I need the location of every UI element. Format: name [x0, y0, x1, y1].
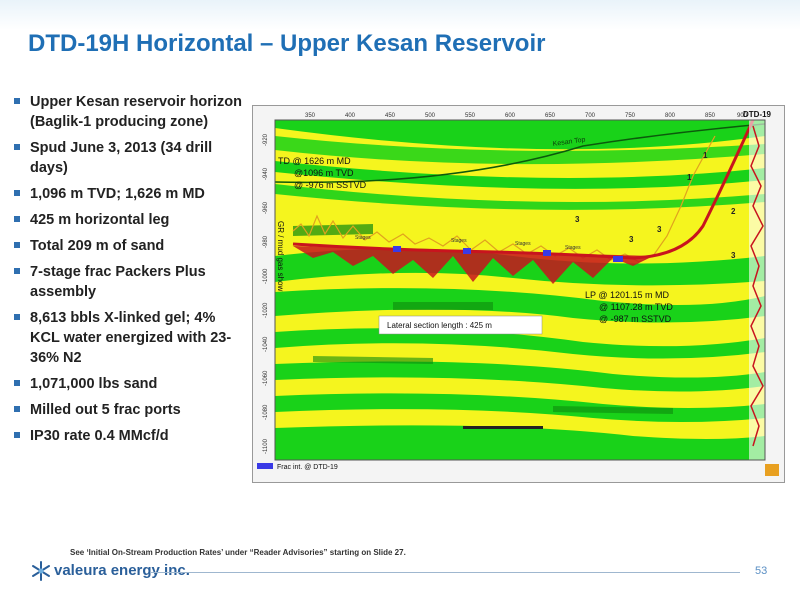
y-tick: -920: [263, 133, 269, 146]
bullet-text: 7-stage frac Packers Plus assembly: [30, 264, 206, 300]
frac-interval-marker: [543, 250, 551, 256]
y-tick: -1100: [263, 438, 269, 454]
stage-label: Stages: [515, 241, 531, 247]
bullet-item: 425 m horizontal leg: [14, 210, 244, 230]
bullet-item: IP30 rate 0.4 MMcf/d: [14, 426, 244, 446]
stage-label: Stages: [565, 245, 581, 251]
bullet-text: Spud June 3, 2013 (34 drill days): [30, 140, 213, 176]
bullet-item: 1,071,000 lbs sand: [14, 374, 244, 394]
x-tick: 900: [737, 113, 748, 119]
bullet-item: Total 209 m of sand: [14, 236, 244, 256]
x-tick: 550: [465, 113, 476, 119]
bullet-list: Upper Kesan reservoir horizon (Baglik-1 …: [14, 92, 244, 452]
td-label-line: @ -976 m SSTVD: [294, 180, 367, 190]
bullet-marker-icon: [14, 242, 20, 248]
lateral-length-label: Lateral section length : 425 m: [387, 321, 492, 330]
frac-interval-marker: [393, 246, 401, 252]
well-section-figure: 350 400 450 500 550 600 650 700 750 800 …: [252, 105, 785, 483]
y-tick: -980: [263, 235, 269, 248]
bullet-text: 1,096 m TVD; 1,626 m MD: [30, 186, 205, 202]
y-tick: -960: [263, 201, 269, 214]
bullet-marker-icon: [14, 314, 20, 320]
stage-number: 2: [731, 207, 736, 216]
bullet-marker-icon: [14, 216, 20, 222]
footnote: See ‘Initial On-Stream Production Rates’…: [70, 548, 406, 557]
bullet-item: 7-stage frac Packers Plus assembly: [14, 262, 244, 302]
y-tick: -1080: [263, 404, 269, 420]
y-tick: -1060: [263, 370, 269, 386]
footer-divider: [150, 572, 740, 573]
legend-swatch: [257, 463, 273, 469]
bullet-marker-icon: [14, 98, 20, 104]
y-tick: -1040: [263, 336, 269, 352]
bullet-item: 8,613 bbls X-linked gel; 4% KCL water en…: [14, 308, 244, 368]
bullet-item: Milled out 5 frac ports: [14, 400, 244, 420]
logo-text: valeura energy inc.: [54, 562, 190, 579]
bullet-text: 1,071,000 lbs sand: [30, 376, 158, 392]
stage-number: 3: [575, 215, 580, 224]
lp-label-line: @ -987 m SSTVD: [599, 314, 672, 324]
x-tick: 650: [545, 113, 556, 119]
x-tick: 450: [385, 113, 396, 119]
header-band: [0, 0, 800, 30]
stage-label: Stages: [355, 235, 371, 241]
stage-number: 1: [703, 151, 708, 160]
x-tick: 850: [705, 113, 716, 119]
stage-number: 1: [687, 173, 692, 182]
bullet-marker-icon: [14, 380, 20, 386]
stage-number: 3: [657, 225, 662, 234]
strata-layers: [275, 120, 765, 460]
bullet-text: 425 m horizontal leg: [30, 212, 170, 228]
bullet-text: 8,613 bbls X-linked gel; 4% KCL water en…: [30, 310, 232, 366]
td-label-line: @1096 m TVD: [294, 168, 354, 178]
scale-bar: [463, 426, 543, 429]
page-number: 53: [755, 565, 768, 577]
valeura-snowflake-icon: [32, 561, 50, 581]
stage-number: 3: [731, 251, 736, 260]
stage-number: 3: [629, 235, 634, 244]
bullet-item: Spud June 3, 2013 (34 drill days): [14, 138, 244, 178]
bullet-text: Total 209 m of sand: [30, 238, 165, 254]
bullet-marker-icon: [14, 406, 20, 412]
x-tick: 500: [425, 113, 436, 119]
legend-label: Frac int. @ DTD-19: [277, 464, 338, 471]
lp-label-line: LP @ 1201.15 m MD: [585, 290, 670, 300]
y-tick: -1020: [263, 302, 269, 318]
td-label-line: TD @ 1626 m MD: [278, 156, 351, 166]
petrel-logo-icon: [765, 464, 779, 476]
bullet-text: Upper Kesan reservoir horizon (Baglik-1 …: [30, 94, 242, 130]
y-tick: -1000: [263, 268, 269, 284]
bullet-marker-icon: [14, 144, 20, 150]
bullet-marker-icon: [14, 190, 20, 196]
lateral-length-box: [378, 315, 543, 335]
y-tick: -940: [263, 167, 269, 180]
well-section-svg: 350 400 450 500 550 600 650 700 750 800 …: [257, 110, 779, 476]
x-tick: 700: [585, 113, 596, 119]
bullet-item: 1,096 m TVD; 1,626 m MD: [14, 184, 244, 204]
bullet-marker-icon: [14, 432, 20, 438]
lp-label-line: @ 1107.28 m TVD: [599, 302, 673, 312]
bullet-item: Upper Kesan reservoir horizon (Baglik-1 …: [14, 92, 244, 132]
bullet-marker-icon: [14, 268, 20, 274]
x-tick: 400: [345, 113, 356, 119]
plot-frame: [274, 119, 766, 461]
well-name-label: DTD-19: [743, 110, 772, 119]
x-tick: 350: [305, 113, 316, 119]
x-tick: 750: [625, 113, 636, 119]
slide-title: DTD-19H Horizontal – Upper Kesan Reservo…: [28, 30, 546, 57]
x-tick: 800: [665, 113, 676, 119]
x-tick: 600: [505, 113, 516, 119]
frac-interval-marker: [613, 256, 623, 262]
kesan-top-horizon: [275, 123, 765, 184]
horizon-label: Kesan Top: [552, 136, 586, 148]
gas-show-label: GR / mud gas show: [276, 221, 285, 291]
bullet-text: IP30 rate 0.4 MMcf/d: [30, 428, 169, 444]
bullet-text: Milled out 5 frac ports: [30, 402, 181, 418]
frac-interval-marker: [463, 248, 471, 254]
stage-label: Stages: [451, 238, 467, 244]
